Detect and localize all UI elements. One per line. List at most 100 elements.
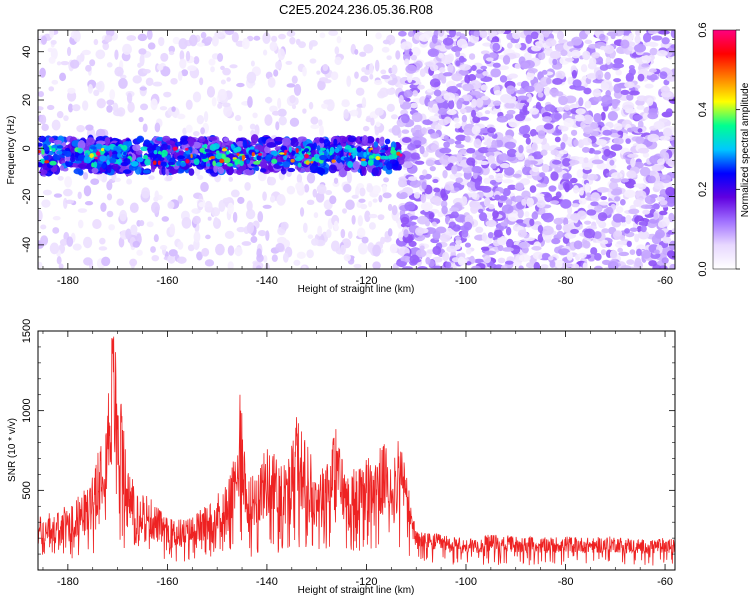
spectrogram-cell (126, 92, 133, 104)
spectrogram-cell (201, 247, 210, 257)
spectrogram-cell (479, 30, 488, 39)
spectrogram-cell (401, 129, 410, 134)
spectrogram-cell (375, 32, 382, 40)
spectrogram-cell (66, 46, 72, 57)
spectrogram-cell (648, 175, 656, 184)
spectrogram-cell (422, 119, 433, 126)
spectrogram-cell (197, 175, 204, 181)
spectrogram-cell (192, 91, 202, 103)
spectrogram-cell (514, 43, 522, 49)
spectrogram-cell (291, 104, 297, 110)
spectrogram-cell (101, 256, 111, 267)
spectrogram-cell (670, 139, 675, 148)
spectrogram-cell (659, 135, 671, 141)
spectrogram-cell (515, 182, 525, 192)
spectrogram-cell (651, 164, 664, 172)
spectrogram-cell (171, 106, 176, 112)
spectrogram-cell (484, 197, 491, 207)
spectrogram-cell (510, 244, 521, 255)
spectrogram-cell (422, 169, 428, 176)
spectrogram-cell (413, 140, 422, 146)
spectrogram-cell (160, 143, 169, 150)
spectrogram-cell (591, 130, 599, 137)
spectrogram-cell (651, 35, 663, 41)
spectrogram-cell (505, 260, 514, 265)
spectrogram-cell (60, 61, 70, 66)
spectrogram-cell (211, 35, 219, 47)
spectrogram-cell (630, 126, 639, 132)
spectrogram-cell (584, 182, 590, 193)
spectrogram-cell (289, 117, 300, 127)
spectrogram-x-ticks: -180 -160 -140 -120 -100 -80 -60 (42, 30, 673, 287)
spectrogram-cell (374, 59, 380, 72)
spectrogram-cell (378, 194, 383, 203)
spectrogram-cell (469, 200, 481, 208)
spectrogram-cell (458, 69, 469, 76)
spectrogram-cell (140, 146, 149, 152)
spectrogram-cell (364, 210, 371, 223)
spectrogram-cell (479, 116, 490, 121)
spectrogram-cell (93, 38, 99, 46)
spectrogram-cell (633, 199, 642, 208)
spectrogram-cell (583, 220, 592, 225)
spectrogram-cell (380, 69, 387, 75)
spectrogram-cell (41, 149, 45, 155)
snr-series-line (38, 336, 675, 566)
spectrogram-cell (491, 139, 498, 149)
spectrogram-cell (617, 247, 623, 253)
spectrogram-cell (215, 162, 223, 167)
spectrogram-cell (302, 222, 308, 234)
spectrogram-cell (564, 182, 570, 193)
spectrogram-cell (346, 171, 352, 184)
spectrogram-cell (373, 141, 378, 148)
spectrogram-cell (529, 185, 537, 193)
spectrogram-cell (126, 178, 133, 185)
spectrogram-cell (418, 33, 430, 42)
spectrogram-cell (526, 197, 534, 208)
spectrogram-cell (479, 212, 488, 222)
spectrogram-cell (648, 30, 658, 35)
spectrogram-cell (360, 158, 366, 162)
spectrogram-cell (168, 249, 178, 257)
spectrogram-cell (414, 160, 425, 165)
spectrogram-cell (468, 53, 476, 60)
spectrogram-cell (176, 113, 186, 120)
spectrogram-cell (558, 95, 569, 106)
spectrogram-cell (317, 225, 323, 237)
spectrogram-cell (634, 233, 640, 243)
spectrogram-cell (641, 55, 652, 61)
spectrogram-cell (542, 116, 553, 123)
spectrogram-cell (564, 232, 577, 239)
spectrogram-cell (549, 88, 559, 97)
spectrogram-cell (151, 201, 160, 214)
spectrogram-cell (625, 72, 635, 82)
spectrogram-cell (179, 58, 187, 69)
spectrogram-cell (185, 158, 190, 164)
spectrogram-cell (234, 246, 243, 257)
spectrogram-cell (369, 73, 374, 80)
spectrogram-cell (361, 236, 369, 244)
spectrogram-cell (543, 86, 551, 97)
spectrogram-cell (526, 70, 535, 81)
spectrogram-cell (451, 73, 463, 82)
spectrogram-cell (637, 128, 643, 133)
spectrogram-cell (497, 257, 506, 264)
spectrogram-cell (648, 42, 659, 47)
snr-x-tick-label: -60 (657, 576, 673, 588)
spectrogram-cell (629, 249, 636, 255)
spectrogram-cell (214, 31, 224, 38)
spectrogram-cell (620, 265, 632, 269)
spectrogram-cell (502, 179, 514, 184)
spectrogram-cell (639, 166, 651, 177)
spectrogram-cell (653, 212, 659, 220)
spectrogram-cell (169, 223, 176, 236)
snr-y-tick-label: 1000 (21, 398, 33, 422)
spectrogram-cell (146, 147, 153, 152)
spectrogram-cell (662, 236, 672, 244)
spectrogram-cell (341, 100, 350, 108)
spectrogram-cell (481, 185, 492, 193)
spectrogram-cell (253, 160, 261, 165)
spectrogram-cell (181, 217, 192, 229)
spectrogram-cell (560, 141, 566, 150)
colorbar-ticks: 0.0 0.2 0.4 0.6 (697, 22, 740, 277)
